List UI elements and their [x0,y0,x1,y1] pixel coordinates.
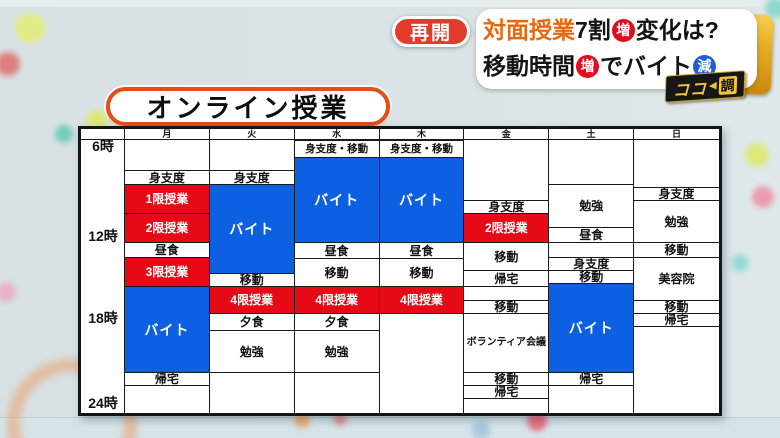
day-header: 水 [295,129,380,139]
schedule-table: 月火水木金土日 6時 12時 18時 24時 身支度 1限授業 2限授業 昼食 3限授業 バイト… [78,126,722,416]
schedule-cell: 4限授業 [209,286,294,314]
time-label: 18時 [88,310,118,326]
schedule-cell: ボランティア会議 [464,313,549,373]
day-header-row: 月火水木金土 日 [81,129,719,140]
schedule-grid: 6時 12時 18時 24時 身支度 1限授業 2限授業 昼食 3限授業 バイト 帰宅 身支度 バイト… [81,140,719,413]
schedule-cell: 1限授業 [125,184,209,214]
day-header: 金 [464,129,550,139]
confetti-dot [55,125,73,143]
confetti-dot [15,13,45,43]
schedule-cell: 身支度 [634,187,719,201]
schedule-cell: 移動 [549,270,634,284]
kokoshira-logo: ココ ◀ 調 [664,70,746,103]
logo-arrow-icon: ◀ [708,80,717,92]
schedule-cell: バイト [209,184,294,274]
schedule-cell: 身支度・移動 [294,140,379,158]
confetti-dot [294,412,310,428]
increase-badge: 増 [611,18,635,42]
schedule-cell: 美容院 [634,257,719,301]
schedule-cell: 帰宅 [464,270,549,287]
schedule-cell: 昼食 [294,242,379,259]
bottom-band [0,417,780,438]
headline-banner: 対面授業 7割増変化は? 移動時間増でバイト減 [476,9,757,89]
schedule-cell: 帰宅 [549,372,634,386]
day-header: 土 [549,129,635,139]
schedule-cell: 2限授業 [125,213,209,243]
schedule-cell: 4限授業 [379,286,464,314]
day-column: 身支度・移動 バイト 昼食 移動 4限授業 [379,140,465,413]
schedule-cell: 勉強 [549,184,634,228]
confetti-dot [0,52,20,76]
schedule-cell: 2限授業 [464,213,549,243]
schedule-cell: 移動 [294,258,379,287]
headline-text: 変化は? [635,16,719,43]
schedule-cell: バイト [379,157,464,243]
time-label: 12時 [88,228,118,244]
schedule-cell: 身支度 [125,170,209,185]
day-column: 身支度 勉強 移動 美容院 移動 帰宅 [634,140,719,413]
top-band [0,0,780,7]
headline-text: 7割 [575,16,611,43]
headline-text: 移動時間 [483,52,575,79]
schedule-cell: 帰宅 [125,372,209,386]
headline-text: でバイト [600,52,692,79]
schedule-cell: 帰宅 [634,313,719,327]
confetti-dot [472,421,490,438]
table-title: オンライン授業 [106,87,390,126]
schedule-cell: 移動 [379,258,464,287]
day-header: 日 [671,128,681,139]
day-column: 身支度・移動 バイト 昼食 移動 4限授業 夕食 勉強 [294,140,380,413]
schedule-cell: 昼食 [379,242,464,259]
restart-badge: 再開 [392,16,470,47]
headline-line-2: 移動時間増でバイト減 [483,52,751,79]
schedule-cell: バイト [549,283,634,373]
increase-badge: 増 [576,54,599,78]
schedule-cell: 移動 [634,300,719,314]
logo-text: ココ [672,80,708,100]
schedule-cell: バイト [125,286,209,373]
schedule-cell: 移動 [464,300,549,314]
day-header: 木 [380,129,465,139]
headline-text: 対面授業 [483,16,575,43]
day-column: 身支度 1限授業 2限授業 昼食 3限授業 バイト 帰宅 [125,140,210,413]
schedule-cell: バイト [294,157,379,243]
schedule-cell: 帰宅 [464,385,549,399]
schedule-cell: 4限授業 [294,286,379,314]
schedule-cell: 3限授業 [125,257,209,287]
schedule-cell: 夕食 [209,313,294,331]
confetti-dot [731,254,749,272]
schedule-cell: 身支度 [209,170,294,185]
schedule-cell: 身支度 [549,257,634,271]
schedule-cell: 身支度 [464,200,549,214]
day-column: 身支度 バイト 移動 4限授業 夕食 勉強 [209,140,295,413]
time-label: 6時 [92,140,114,154]
schedule-cell: 移動 [464,242,549,271]
schedule-cell: 移動 [464,372,549,386]
schedule-cell: 昼食 [125,242,209,258]
day-header: 火 [210,129,295,139]
schedule-cell: 勉強 [209,330,294,373]
time-label: 24時 [88,395,118,411]
confetti-dot [527,411,547,431]
schedule-cell: 昼食 [549,227,634,243]
schedule-cell: 移動 [209,273,294,287]
logo-suffix: 調 [718,75,737,95]
confetti-dot [752,186,774,208]
day-column: 身支度 2限授業 移動 帰宅 移動 ボランティア会議 移動 帰宅 [464,140,550,413]
schedule-cell: 移動 [634,242,719,258]
time-column-header [81,129,125,139]
schedule-cell: 勉強 [634,200,719,243]
schedule-cell: 勉強 [294,330,379,373]
schedule-cell: 身支度・移動 [379,140,464,158]
headline-line-1: 対面授業 7割増変化は? [483,16,751,43]
confetti-dot [745,143,769,167]
confetti-dot [0,282,16,302]
time-axis: 6時 12時 18時 24時 [81,140,125,413]
day-column: 勉強 昼食身支度 移動 バイト 帰宅 [549,140,635,413]
schedule-cell: 夕食 [294,313,379,331]
confetti-dot [765,0,780,18]
day-header: 月 [125,129,210,139]
